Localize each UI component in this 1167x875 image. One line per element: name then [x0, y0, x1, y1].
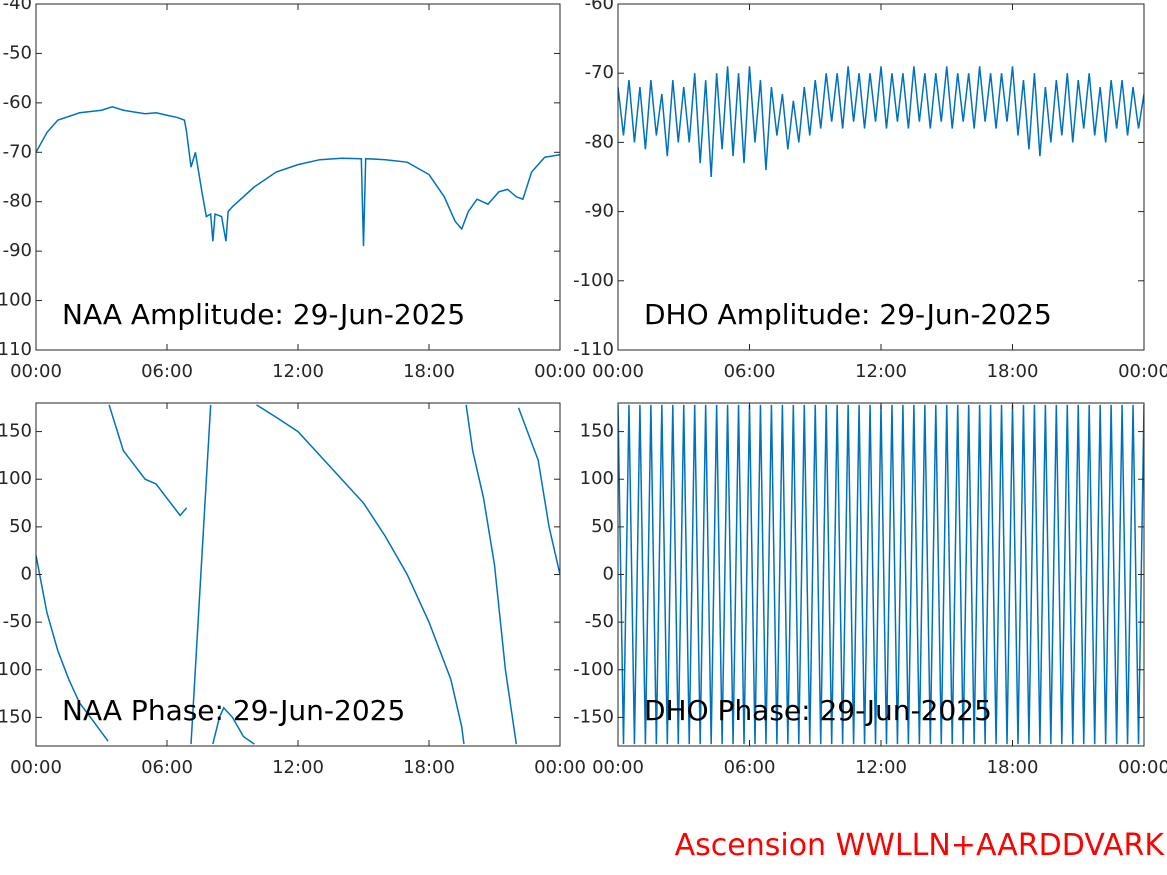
x-tick-label: 00:00	[10, 361, 62, 382]
y-tick-label: -60	[585, 0, 614, 14]
y-tick-label: -90	[3, 240, 32, 261]
y-tick-label: 150	[580, 421, 614, 442]
y-tick-label: 100	[0, 468, 32, 489]
x-tick-label: 18:00	[987, 361, 1039, 382]
y-tick-label: -110	[0, 339, 32, 360]
y-tick-label: -60	[3, 92, 32, 113]
x-tick-label: 06:00	[141, 757, 193, 778]
y-tick-label: -70	[585, 62, 614, 83]
y-tick-label: -150	[0, 706, 32, 727]
x-tick-label: 12:00	[272, 757, 324, 778]
y-tick-label: -50	[3, 42, 32, 63]
x-tick-label: 00:00	[592, 361, 644, 382]
x-tick-label: 00:00	[534, 361, 586, 382]
x-tick-label: 00:00	[1118, 757, 1167, 778]
y-tick-label: 50	[9, 516, 32, 537]
x-tick-label: 12:00	[272, 361, 324, 382]
y-tick-label: -100	[573, 270, 614, 291]
x-tick-label: 00:00	[10, 757, 62, 778]
y-tick-label: 50	[591, 516, 614, 537]
y-tick-label: -100	[573, 659, 614, 680]
y-tick-label: -150	[573, 706, 614, 727]
y-tick-label: -110	[573, 339, 614, 360]
y-tick-label: 150	[0, 421, 32, 442]
x-tick-label: 06:00	[141, 361, 193, 382]
x-tick-label: 00:00	[1118, 361, 1167, 382]
y-tick-label: 0	[21, 564, 32, 585]
x-tick-label: 00:00	[534, 757, 586, 778]
x-tick-label: 06:00	[724, 757, 776, 778]
y-tick-label: -80	[585, 131, 614, 152]
annotation: DHO Amplitude: 29-Jun-2025	[644, 298, 1052, 331]
y-tick-label: -90	[585, 201, 614, 222]
y-tick-label: -50	[3, 611, 32, 632]
annotation: NAA Amplitude: 29-Jun-2025	[62, 298, 465, 331]
y-tick-label: -100	[0, 659, 32, 680]
x-tick-label: 00:00	[592, 757, 644, 778]
x-tick-label: 18:00	[403, 757, 455, 778]
data-line	[618, 66, 1144, 178]
y-tick-label: -40	[3, 0, 32, 14]
x-tick-label: 12:00	[855, 757, 907, 778]
y-tick-label: 100	[580, 468, 614, 489]
x-tick-label: 06:00	[724, 361, 776, 382]
data-line	[36, 404, 560, 745]
annotation: DHO Phase: 29-Jun-2025	[644, 694, 992, 727]
annotation: NAA Phase: 29-Jun-2025	[62, 694, 405, 727]
data-line	[36, 106, 560, 247]
y-tick-label: -80	[3, 191, 32, 212]
y-tick-label: 0	[603, 564, 614, 585]
footer: Ascension WWLLN+AARDDVARK	[675, 828, 1166, 863]
y-tick-label: -50	[585, 611, 614, 632]
x-tick-label: 18:00	[987, 757, 1039, 778]
y-tick-label: -100	[0, 290, 32, 311]
x-tick-label: 12:00	[855, 361, 907, 382]
x-tick-label: 18:00	[403, 361, 455, 382]
y-tick-label: -70	[3, 141, 32, 162]
